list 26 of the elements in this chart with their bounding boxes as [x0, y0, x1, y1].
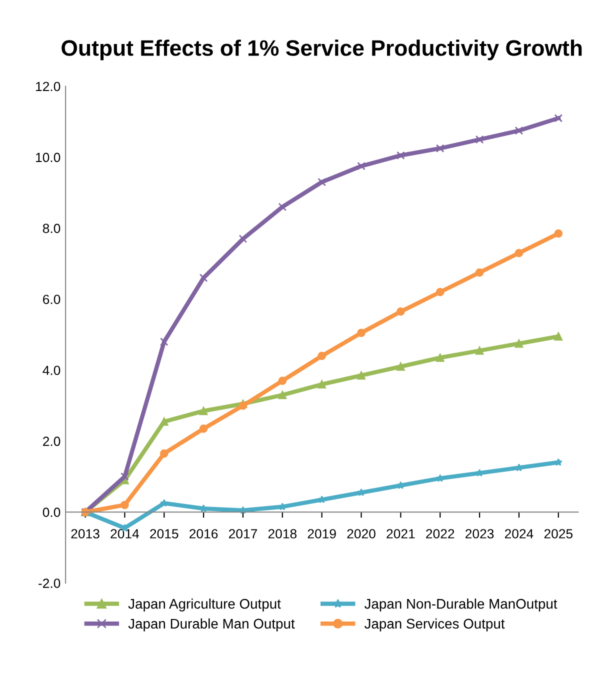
x-tick-label: 2015: [150, 529, 178, 538]
y-tick-label: 12.0: [36, 82, 60, 92]
x-tick-label: 2017: [228, 529, 257, 538]
y-tick-label: 6.0: [43, 294, 60, 304]
legend-label: Japan Services Output: [364, 618, 505, 632]
x-tick-label: 2022: [426, 529, 454, 538]
y-tick-label: -2.0: [38, 578, 60, 588]
x-tick-label: 2019: [308, 529, 336, 538]
x-tick-label: 2014: [110, 529, 139, 538]
x-tick-label: 2023: [466, 529, 494, 538]
y-tick-label: 10.0: [36, 152, 60, 162]
x-tick-label: 2016: [190, 529, 218, 538]
legend-label: Japan Durable Man Output: [128, 618, 295, 632]
y-tick-label: 8.0: [42, 224, 60, 234]
x-tick-label: 2024: [504, 529, 534, 538]
x-tick-label: 2025: [544, 529, 573, 538]
chart-title: Output Effects of 1% Service Productivity Growth: [62, 40, 582, 60]
x-tick-label: 2013: [71, 529, 100, 538]
y-tick-label: 2.0: [43, 436, 60, 446]
y-tick-label: 4.0: [42, 366, 60, 376]
legend-label: Japan Non-Durable ManOutput: [364, 598, 558, 612]
legend-label: Japan Agriculture Output: [128, 598, 281, 612]
y-tick-label: 0.0: [42, 508, 60, 517]
x-tick-label: 2018: [268, 529, 297, 538]
x-tick-label: 2021: [386, 529, 415, 538]
x-tick-label: 2020: [347, 529, 376, 538]
